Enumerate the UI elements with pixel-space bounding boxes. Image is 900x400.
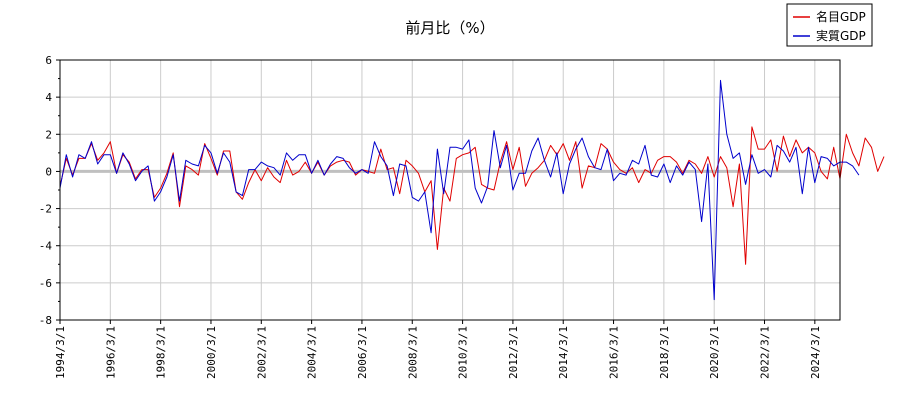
x-tick-label: 1996/3/1	[104, 326, 117, 379]
x-tick-label: 2022/3/1	[759, 326, 772, 379]
chart-title: 前月比（%）	[405, 19, 494, 37]
x-tick-label: 2006/3/1	[356, 326, 369, 379]
x-tick-label: 2010/3/1	[457, 326, 470, 379]
y-tick-label: 0	[45, 165, 52, 178]
x-tick-label: 2024/3/1	[809, 326, 822, 379]
y-tick-label: 6	[45, 54, 52, 67]
y-tick-label: -8	[39, 314, 52, 327]
y-tick-label: 2	[45, 128, 52, 141]
x-tick-label: 2004/3/1	[306, 326, 319, 379]
legend: 名目GDP 実質GDP	[786, 3, 873, 47]
series-layer	[59, 79, 885, 301]
legend-label-nominal: 名目GDP	[816, 9, 866, 24]
y-tick-label: -4	[39, 240, 53, 253]
legend-label-real: 実質GDP	[816, 28, 866, 43]
x-tick-label: 2002/3/1	[255, 326, 268, 379]
x-tick-label: 2012/3/1	[507, 326, 520, 379]
x-tick-label: 2016/3/1	[608, 326, 621, 379]
series-line-real-gdp	[59, 79, 860, 301]
x-tick-label: 1994/3/1	[54, 326, 67, 379]
x-axis-ticks: 1994/3/1 1996/3/1 1998/3/1 2000/3/1 2002/3/1…	[54, 320, 822, 379]
legend-box	[786, 3, 873, 47]
y-axis-ticks: 6 4 2 0 -2 -4 -6 -8	[39, 54, 60, 327]
series-line-nominal-gdp	[59, 126, 885, 265]
x-tick-label: 2014/3/1	[557, 326, 570, 379]
y-tick-label: 4	[45, 91, 52, 104]
x-tick-label: 1998/3/1	[155, 326, 168, 379]
y-tick-label: -6	[39, 277, 52, 290]
x-tick-label: 2018/3/1	[658, 326, 671, 379]
x-tick-label: 2008/3/1	[406, 326, 419, 379]
x-tick-label: 2000/3/1	[205, 326, 218, 379]
x-tick-label: 2020/3/1	[708, 326, 721, 379]
y-tick-label: -2	[39, 203, 52, 216]
